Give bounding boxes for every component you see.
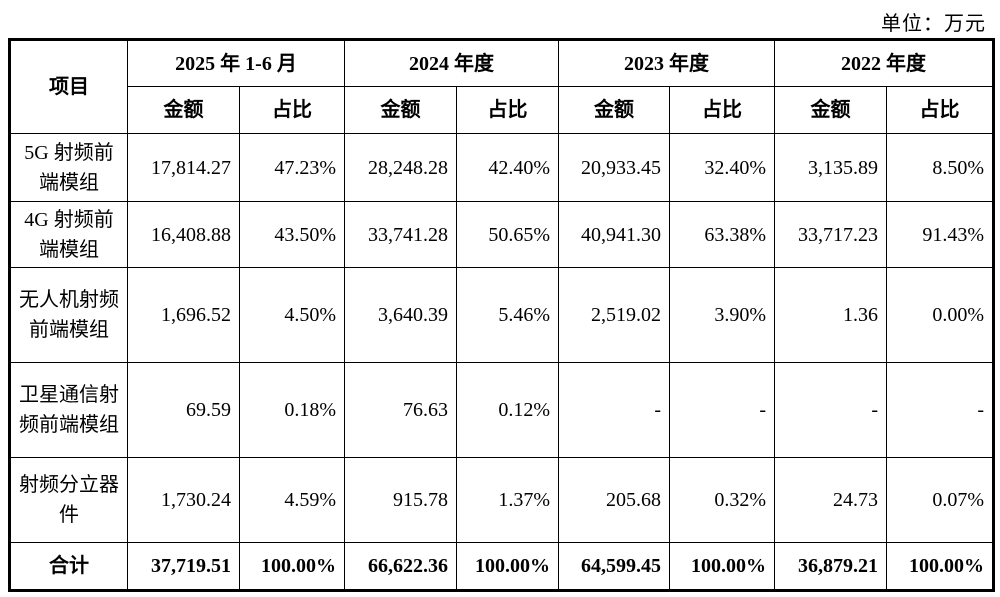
total-ratio-cell: 100.00% — [669, 542, 776, 591]
amount-cell: 1.36 — [774, 267, 888, 363]
table-row: 射频分立器件 1,730.24 4.59% 915.78 1.37% 205.6… — [9, 457, 995, 543]
amount-cell: 24.73 — [774, 457, 888, 543]
amount-cell: 1,730.24 — [127, 457, 240, 543]
ratio-cell: 63.38% — [669, 201, 776, 268]
amount-cell: 915.78 — [344, 457, 458, 543]
total-amount-cell: 37,719.51 — [127, 542, 240, 591]
column-header-ratio: 占比 — [886, 86, 995, 134]
column-header-amount: 金额 — [127, 86, 240, 134]
ratio-cell: 0.18% — [238, 362, 346, 458]
ratio-cell: - — [669, 362, 776, 458]
amount-cell: 76.63 — [344, 362, 458, 458]
amount-cell: 40,941.30 — [558, 201, 671, 268]
item-cell: 4G 射频前端模组 — [9, 201, 128, 268]
amount-cell: 33,717.23 — [774, 201, 888, 268]
amount-cell: - — [774, 362, 888, 458]
ratio-cell: 91.43% — [886, 201, 995, 268]
ratio-cell: 47.23% — [238, 133, 346, 202]
item-cell: 无人机射频前端模组 — [9, 267, 128, 363]
table-row: 卫星通信射频前端模组 69.59 0.18% 76.63 0.12% - - -… — [9, 362, 995, 458]
unit-label: 单位：万元 — [881, 13, 986, 35]
amount-cell: 16,408.88 — [127, 201, 240, 268]
ratio-cell: 8.50% — [886, 133, 995, 202]
column-header-period-2023: 2023 年度 — [558, 39, 776, 87]
total-ratio-cell: 100.00% — [456, 542, 560, 591]
amount-cell: 1,696.52 — [127, 267, 240, 363]
table-row: 4G 射频前端模组 16,408.88 43.50% 33,741.28 50.… — [9, 201, 995, 268]
amount-cell: 3,135.89 — [774, 133, 888, 202]
ratio-cell: 43.50% — [238, 201, 346, 268]
ratio-cell: 1.37% — [456, 457, 560, 543]
header-row-metrics: 金额 占比 金额 占比 金额 占比 金额 占比 — [10, 86, 995, 134]
total-item-cell: 合计 — [9, 542, 128, 591]
ratio-cell: 3.90% — [669, 267, 776, 363]
column-header-ratio: 占比 — [669, 86, 776, 134]
amount-cell: 69.59 — [127, 362, 240, 458]
column-header-item: 项目 — [9, 39, 128, 134]
ratio-cell: - — [886, 362, 995, 458]
ratio-cell: 0.07% — [886, 457, 995, 543]
item-cell: 5G 射频前端模组 — [9, 133, 128, 202]
table-row: 无人机射频前端模组 1,696.52 4.50% 3,640.39 5.46% … — [9, 267, 995, 363]
ratio-cell: 0.00% — [886, 267, 995, 363]
amount-cell: 28,248.28 — [344, 133, 458, 202]
table-row: 5G 射频前端模组 17,814.27 47.23% 28,248.28 42.… — [9, 133, 995, 202]
item-cell: 射频分立器件 — [9, 457, 128, 543]
column-header-amount: 金额 — [774, 86, 888, 134]
total-row: 合计 37,719.51 100.00% 66,622.36 100.00% 6… — [9, 542, 995, 591]
header-row-periods: 项目 2025 年 1-6 月 2024 年度 2023 年度 2022 年度 — [9, 39, 995, 134]
amount-cell: 17,814.27 — [127, 133, 240, 202]
ratio-cell: 32.40% — [669, 133, 776, 202]
ratio-cell: 50.65% — [456, 201, 560, 268]
amount-cell: 205.68 — [558, 457, 671, 543]
ratio-cell: 0.32% — [669, 457, 776, 543]
item-cell: 卫星通信射频前端模组 — [9, 362, 128, 458]
amount-cell: 3,640.39 — [344, 267, 458, 363]
ratio-cell: 42.40% — [456, 133, 560, 202]
amount-cell: 20,933.45 — [558, 133, 671, 202]
ratio-cell: 4.59% — [238, 457, 346, 543]
column-header-period-2024: 2024 年度 — [344, 39, 560, 87]
total-ratio-cell: 100.00% — [886, 542, 995, 591]
ratio-cell: 0.12% — [456, 362, 560, 458]
total-amount-cell: 64,599.45 — [558, 542, 671, 591]
amount-cell: 33,741.28 — [344, 201, 458, 268]
total-amount-cell: 36,879.21 — [774, 542, 888, 591]
column-header-amount: 金额 — [344, 86, 458, 134]
column-header-ratio: 占比 — [456, 86, 560, 134]
column-header-period-2025: 2025 年 1-6 月 — [126, 39, 346, 87]
column-header-amount: 金额 — [558, 86, 671, 134]
total-ratio-cell: 100.00% — [238, 542, 346, 591]
amount-cell: 2,519.02 — [558, 267, 671, 363]
ratio-cell: 5.46% — [456, 267, 560, 363]
ratio-cell: 4.50% — [238, 267, 346, 363]
total-amount-cell: 66,622.36 — [344, 542, 458, 591]
column-header-ratio: 占比 — [238, 86, 346, 134]
column-header-period-2022: 2022 年度 — [774, 39, 995, 87]
amount-cell: - — [558, 362, 671, 458]
revenue-breakdown-table: 项目 2025 年 1-6 月 2024 年度 2023 年度 2022 年度 … — [8, 38, 996, 592]
